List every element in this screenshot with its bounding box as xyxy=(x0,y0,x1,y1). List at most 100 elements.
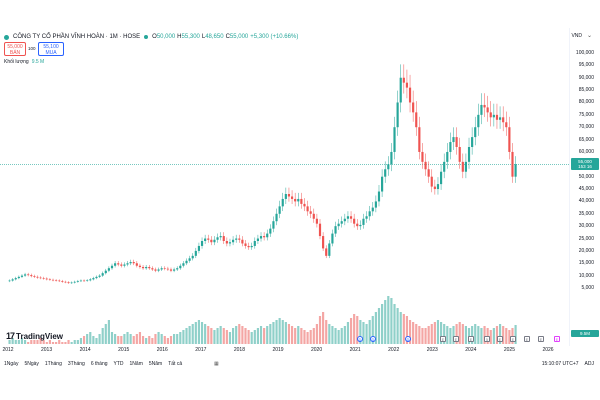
time-tick-label: 2020 xyxy=(311,347,323,353)
volume-bar xyxy=(303,330,306,344)
volume-bar xyxy=(399,312,402,344)
chevron-down-icon[interactable]: ⌄ xyxy=(586,33,592,39)
candle-body xyxy=(185,260,188,264)
volume-bar xyxy=(483,326,486,344)
calendar-range-icon[interactable]: ▦ xyxy=(214,361,219,367)
volume-bar xyxy=(266,326,269,344)
candle-body xyxy=(207,238,210,240)
volume-bar xyxy=(337,330,340,344)
volume-bar xyxy=(421,328,424,344)
volume-bar xyxy=(328,324,331,344)
candle-body xyxy=(213,239,216,243)
volume-bar xyxy=(408,320,412,344)
candle-body xyxy=(337,223,340,227)
candle-body xyxy=(39,277,42,279)
volume-bar xyxy=(45,342,48,344)
volume-legend[interactable]: Khối lượng 9.5 M xyxy=(4,59,44,65)
volume-bar xyxy=(471,326,474,344)
candle-body xyxy=(474,127,477,138)
candle-body xyxy=(67,282,70,284)
range-button[interactable]: 5Ngày xyxy=(24,361,39,367)
candle-body xyxy=(219,236,222,238)
volume-bar xyxy=(51,342,55,344)
event-flag-icon[interactable]: E xyxy=(440,336,446,342)
candle-body xyxy=(104,270,107,274)
event-flag-icon[interactable]: E xyxy=(554,336,560,342)
price-axis[interactable]: 5,000 10,000 15,000 20,000 25,000 30,000 35,00… xyxy=(569,28,600,346)
buy-button[interactable]: 55,100 MUA xyxy=(38,42,64,56)
volume-bar xyxy=(231,328,235,344)
range-button[interactable]: 6 tháng xyxy=(90,361,108,367)
time-tick-label: 2015 xyxy=(118,347,130,353)
candle-body xyxy=(244,243,247,246)
event-flag-icon[interactable]: E xyxy=(510,336,516,342)
event-flag-icon[interactable]: D xyxy=(357,336,363,342)
volume-bar xyxy=(17,340,20,344)
candle-body xyxy=(415,112,418,128)
event-flag-icon[interactable]: D xyxy=(370,336,376,342)
candle-body xyxy=(272,221,275,229)
event-flag-icon[interactable]: E xyxy=(538,336,544,342)
candle-body xyxy=(20,275,24,277)
candle-body xyxy=(511,151,514,177)
candle-body xyxy=(312,213,315,219)
price-tick-label: 75,000 xyxy=(578,111,594,118)
event-flag-icon[interactable]: E xyxy=(468,336,474,342)
time-tick-label: 2022 xyxy=(388,347,400,353)
adjust-toggle[interactable]: ADJ xyxy=(584,361,594,367)
range-button[interactable]: 1Ngày xyxy=(4,361,19,367)
volume-bar xyxy=(126,332,129,344)
volume-bar xyxy=(418,326,421,344)
price-tick-label: 65,000 xyxy=(578,136,594,143)
time-axis[interactable]: 2012 2013 2014 2015 2016 2017 2018 2019 2020 2021… xyxy=(0,346,570,356)
candle-body xyxy=(222,236,225,241)
sell-button[interactable]: 55,000 BÁN xyxy=(4,42,26,56)
range-button[interactable]: 5Năm xyxy=(148,361,163,367)
candle-body xyxy=(235,238,238,240)
range-button[interactable]: 3Tháng xyxy=(67,361,85,367)
volume-bar xyxy=(110,332,114,344)
volume-bar xyxy=(396,308,399,344)
volume-bar xyxy=(263,328,266,344)
range-button[interactable]: Tất cả xyxy=(168,361,183,367)
tradingview-logo[interactable]: 17 TradingView xyxy=(6,331,63,341)
clock-readout[interactable]: 15:10:07 UTC+7 xyxy=(541,361,579,367)
currency-label[interactable]: VND xyxy=(571,33,582,39)
range-button[interactable]: 1Năm xyxy=(129,361,143,367)
candle-body xyxy=(405,82,409,88)
candle-body xyxy=(114,263,117,266)
event-flag-icon[interactable]: E xyxy=(524,336,530,342)
volume-bar xyxy=(415,324,418,344)
candle-body xyxy=(157,269,160,271)
time-tick-label: 2018 xyxy=(233,347,245,353)
range-button[interactable]: 1Tháng xyxy=(44,361,62,367)
event-flag-icon[interactable]: E xyxy=(453,336,459,342)
candle-body xyxy=(259,236,263,239)
candle-body xyxy=(306,206,309,212)
candle-body xyxy=(508,127,511,152)
price-chart[interactable] xyxy=(0,28,600,372)
candle-body xyxy=(489,112,492,118)
volume-bar xyxy=(433,322,436,344)
volume-bar xyxy=(374,312,377,344)
candle-body xyxy=(495,114,499,120)
symbol-title[interactable]: CÔNG TY CỔ PHẦN VĨNH HOÀN · 1M · HOSE xyxy=(13,34,141,40)
volume-bar xyxy=(356,316,359,344)
candle-body xyxy=(250,245,253,248)
event-flag-icon[interactable]: 5 xyxy=(484,336,490,342)
candle-body xyxy=(514,164,517,177)
event-flag-icon[interactable]: D xyxy=(405,336,411,342)
candle-body xyxy=(275,213,278,222)
volume-bar xyxy=(256,328,260,344)
volume-bar xyxy=(114,334,117,344)
event-flag-icon[interactable]: E xyxy=(497,336,503,342)
volume-bar xyxy=(173,334,176,344)
candle-body xyxy=(449,142,452,152)
candle-body xyxy=(443,161,446,172)
volume-bar xyxy=(502,326,505,344)
volume-bar xyxy=(154,334,157,344)
range-button[interactable]: YTD xyxy=(113,361,124,367)
volume-bar xyxy=(92,336,95,344)
volume-bar xyxy=(160,334,163,344)
candle-body xyxy=(86,280,89,281)
